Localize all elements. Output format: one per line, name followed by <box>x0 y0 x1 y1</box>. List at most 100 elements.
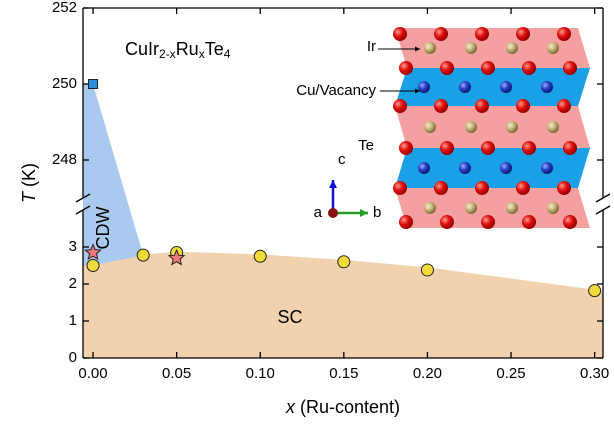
ir-atom <box>547 202 559 214</box>
data-point <box>86 259 100 272</box>
te-atom <box>440 141 454 155</box>
y-tick-label: 3 <box>69 238 77 255</box>
te-atom <box>522 61 536 75</box>
te-atom <box>516 27 530 41</box>
arrow-head <box>329 180 337 188</box>
te-atom <box>393 99 407 113</box>
region <box>83 251 603 358</box>
data-point <box>420 263 434 277</box>
ir-atom <box>506 42 518 54</box>
te-atom <box>399 141 413 155</box>
te-atom <box>440 215 454 229</box>
axis-name: a <box>314 204 323 221</box>
x-axis-label: x (Ru-content) <box>285 397 400 417</box>
ir-atom <box>547 121 559 133</box>
ir-atom <box>424 121 436 133</box>
ir-atom <box>424 42 436 54</box>
label-part: (Ru-content) <box>295 397 400 417</box>
arrow-head <box>360 209 368 217</box>
cu-atom <box>459 81 471 93</box>
data-point <box>84 243 102 261</box>
region-label: CDW <box>93 207 113 250</box>
x-tick-label: 0.00 <box>78 365 107 382</box>
axis-name: b <box>373 204 381 221</box>
ir-atom <box>465 42 477 54</box>
ir-atom <box>506 121 518 133</box>
arrow-head <box>415 46 420 52</box>
region-label: SC <box>277 307 302 327</box>
ir-atom <box>465 121 477 133</box>
te-atom <box>393 27 407 41</box>
te-atom <box>399 215 413 229</box>
region <box>83 84 144 266</box>
regions <box>83 84 603 358</box>
label-part: T <box>19 190 39 203</box>
cu-atom <box>418 162 430 174</box>
data-point <box>167 248 186 266</box>
te-atom <box>393 181 407 195</box>
data-point <box>588 284 602 298</box>
axis-break <box>595 193 611 203</box>
cu-atom <box>541 162 553 174</box>
ir-atom <box>547 42 559 54</box>
cu-atom <box>459 162 471 174</box>
te-atom <box>475 181 489 195</box>
axis-break <box>595 205 611 215</box>
y-tick-label: 248 <box>52 151 77 168</box>
x-tick-label: 0.25 <box>496 365 525 382</box>
title-part: 4 <box>224 47 231 61</box>
y-tick-label: 0 <box>69 349 77 366</box>
x-tick-label: 0.05 <box>162 365 191 382</box>
te-atom <box>563 61 577 75</box>
y-tick-label: 1 <box>69 312 77 329</box>
label-part: x <box>285 397 296 417</box>
axis-name: c <box>338 151 346 168</box>
te-atom <box>557 181 571 195</box>
data-point <box>88 79 99 89</box>
te-atom <box>522 141 536 155</box>
te-atom <box>481 61 495 75</box>
te-atom <box>475 99 489 113</box>
arrow-head <box>415 88 420 94</box>
te-atom <box>563 215 577 229</box>
te-atom <box>440 61 454 75</box>
layer-band <box>395 148 590 188</box>
title-part: x <box>199 47 205 61</box>
axis-origin <box>328 208 338 218</box>
te-atom <box>434 181 448 195</box>
inset-label: Te <box>358 137 374 154</box>
cu-atom <box>500 162 512 174</box>
crystal-inset: Ir Cu/Vacancy Tec a b <box>296 27 590 229</box>
layer-band <box>395 68 590 106</box>
chart-title: CuIr2-xRuxTe4 <box>125 39 231 61</box>
ir-atom <box>424 202 436 214</box>
te-atom <box>557 27 571 41</box>
data-point <box>337 255 351 269</box>
te-atom <box>563 141 577 155</box>
layer-band <box>395 106 590 148</box>
label-part: (K) <box>19 163 39 192</box>
te-atom <box>434 99 448 113</box>
cu-atom <box>500 81 512 93</box>
title-part: 2-x <box>159 47 176 61</box>
inset-label: Ir <box>367 38 376 55</box>
y-tick-label: 252 <box>52 0 77 16</box>
te-atom <box>481 215 495 229</box>
data-point <box>136 248 150 262</box>
title-part: Ru <box>176 39 199 59</box>
te-atom <box>481 141 495 155</box>
y-tick-label: 2 <box>69 275 77 292</box>
te-atom <box>516 99 530 113</box>
ir-atom <box>465 202 477 214</box>
te-atom <box>516 181 530 195</box>
ir-atom <box>506 202 518 214</box>
cu-atom <box>541 81 553 93</box>
te-atom <box>434 27 448 41</box>
inset-label: Cu/Vacancy <box>296 82 376 99</box>
x-tick-label: 0.30 <box>580 365 609 382</box>
te-atom <box>399 61 413 75</box>
x-tick-label: 0.10 <box>246 365 275 382</box>
cu-atom <box>418 81 430 93</box>
